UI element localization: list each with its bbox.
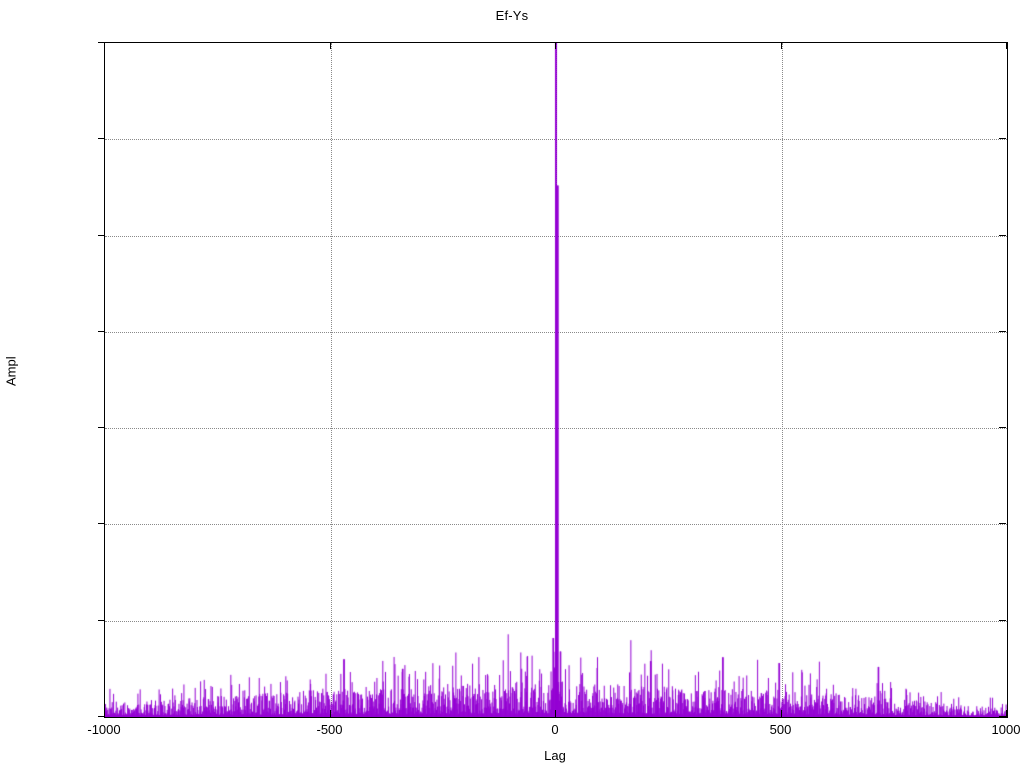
x-axis-tick-mark: [104, 710, 105, 717]
series-plot-canvas: [105, 43, 1007, 717]
x-axis-label: Lag: [544, 748, 566, 763]
y-axis-label: Ampl: [3, 356, 19, 386]
y-axis-tick-mark: [98, 235, 105, 236]
x-axis-tick-mark-top: [555, 42, 556, 49]
y-axis-tick-mark-right: [999, 42, 1006, 43]
x-axis-tick-mark: [555, 710, 556, 717]
y-axis-tick-mark: [98, 716, 105, 717]
y-axis-tick-mark: [98, 331, 105, 332]
x-axis-tick-label: 0: [551, 722, 559, 737]
chart-title: Ef-Ys: [495, 8, 529, 23]
x-axis-tick-mark: [1006, 710, 1007, 717]
x-axis-tick-mark-top: [781, 42, 782, 49]
x-axis-tick-label: 500: [769, 722, 792, 737]
x-axis-tick-mark-top: [104, 42, 105, 49]
y-axis-tick-mark: [98, 138, 105, 139]
y-axis-tick-mark: [98, 523, 105, 524]
y-axis-tick-mark-right: [999, 716, 1006, 717]
y-axis-tick-mark: [98, 427, 105, 428]
plot-area: [104, 42, 1008, 718]
plot-inner: [105, 43, 1007, 717]
y-axis-tick-mark: [98, 42, 105, 43]
x-axis-tick-mark: [330, 710, 331, 717]
x-axis-tick-mark-top: [330, 42, 331, 49]
x-axis-tick-mark: [781, 710, 782, 717]
y-axis-tick-mark: [98, 620, 105, 621]
y-axis-tick-mark-right: [999, 620, 1006, 621]
x-axis-tick-label: -500: [316, 722, 343, 737]
x-axis-tick-mark-top: [1006, 42, 1007, 49]
y-axis-tick-mark-right: [999, 427, 1006, 428]
y-axis-tick-mark-right: [999, 331, 1006, 332]
y-axis-tick-mark-right: [999, 523, 1006, 524]
y-axis-tick-mark-right: [999, 235, 1006, 236]
x-axis-tick-label: -1000: [87, 722, 121, 737]
y-axis-tick-mark-right: [999, 138, 1006, 139]
x-axis-tick-label: 1000: [991, 722, 1021, 737]
